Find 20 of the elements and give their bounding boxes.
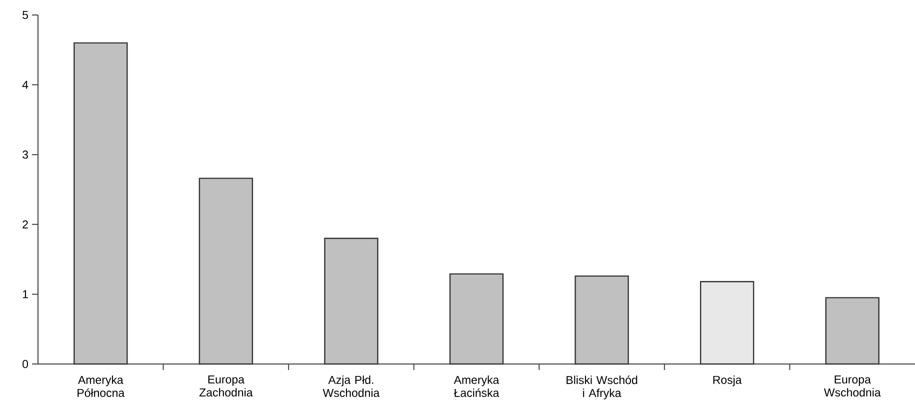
x-tick-label: Bliski Wschód i Afryka [566, 376, 638, 400]
y-tick-label: 2 [22, 220, 28, 228]
x-tick-label: Azja Płd. Wschodnia [322, 376, 380, 397]
bar [574, 275, 629, 365]
bar [198, 178, 254, 365]
y-tick-label: 5 [22, 10, 28, 20]
bar [825, 297, 880, 365]
bar [449, 273, 504, 365]
bar [700, 281, 754, 365]
x-tick-label: Europa Wschodnia [824, 376, 881, 397]
bar [74, 42, 128, 365]
x-tick-label: Ameryka Północna [78, 376, 125, 397]
x-tick-label: Europa Zachodnia [199, 376, 253, 397]
x-tick-label: Ameryka Łacińska [454, 376, 500, 397]
y-tick-label: 3 [22, 150, 28, 159]
x-tick-label: Rosja [713, 376, 742, 386]
y-tick-label: 0 [22, 360, 28, 368]
bar [324, 238, 378, 365]
y-tick-label: 1 [22, 290, 28, 298]
y-tick-label: 4 [22, 80, 28, 89]
